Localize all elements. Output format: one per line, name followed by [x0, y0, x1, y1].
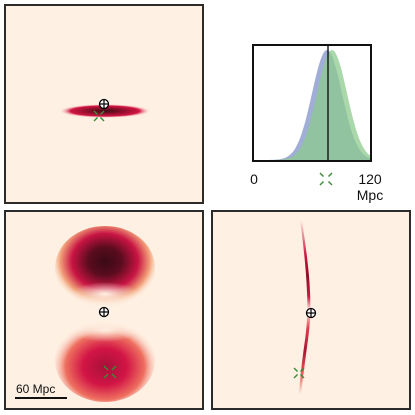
histogram-plot — [252, 44, 372, 162]
density-blob — [59, 104, 151, 118]
density-panel-bottom-right — [211, 210, 411, 410]
green-cross-icon — [103, 365, 117, 379]
scale-bar — [15, 397, 67, 399]
green-cross-icon — [319, 172, 333, 186]
density-map-top-left — [59, 98, 151, 122]
scale-bar-label: 60 Mpc — [16, 382, 56, 396]
circled-plus-icon — [98, 98, 110, 110]
density-streak — [299, 220, 311, 394]
green-cross-icon — [293, 367, 305, 379]
density-panel-top-left — [4, 4, 204, 204]
density-lobe-lower — [55, 318, 155, 402]
circled-plus-icon — [98, 306, 110, 318]
density-hollow-lower — [71, 318, 139, 342]
histogram-frame — [252, 44, 372, 162]
hist-axis-label: Mpc — [356, 187, 384, 203]
density-map-bottom-left — [55, 226, 155, 402]
density-map-bottom-right — [293, 220, 317, 394]
hist-tick-label-0: 0 — [250, 171, 258, 187]
density-hollow-upper — [71, 282, 139, 306]
circled-plus-icon — [305, 307, 317, 319]
density-panel-bottom-left — [4, 210, 204, 410]
series-area-green — [252, 50, 372, 160]
distance-histogram — [252, 44, 372, 162]
hist-tick-label-120: 120 — [358, 171, 382, 187]
green-cross-icon — [93, 110, 105, 122]
